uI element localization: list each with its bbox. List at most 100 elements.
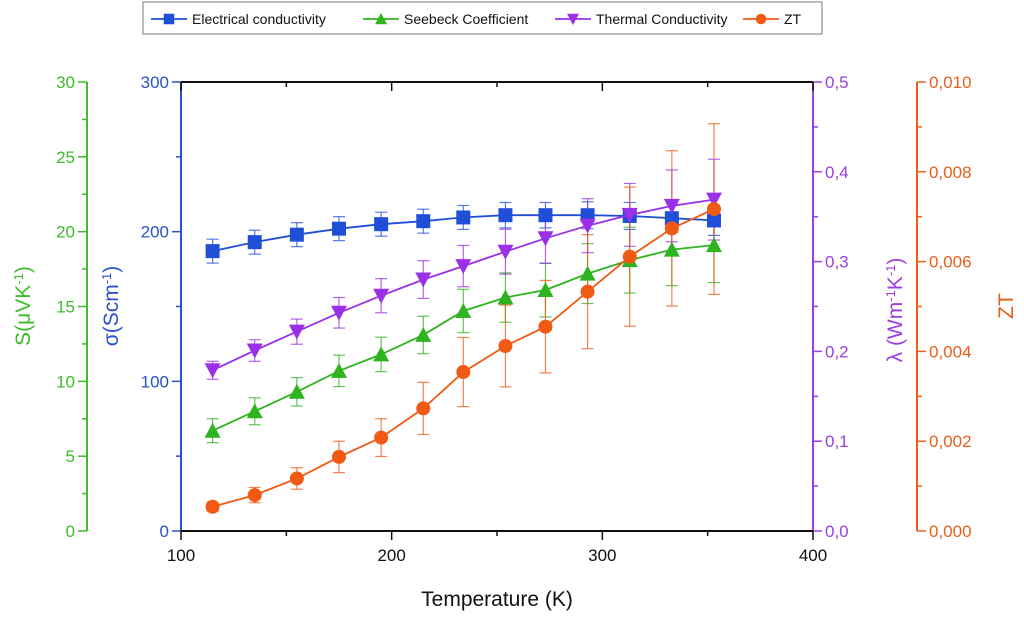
data-point-zt [205,499,220,514]
data-point-thermal-conductivity [537,231,554,247]
zt-tick-label: 0,004 [929,342,972,361]
data-point-zt [498,339,513,354]
data-point-seebeck-coefficient [246,403,263,419]
legend: Electrical conductivity Seebeck Coefficie… [142,1,823,35]
legend-box [142,1,823,35]
errorbars-seebeck-coefficient [206,207,720,444]
legend-label: Electrical conductivity [192,11,326,27]
legend-label: ZT [784,11,802,27]
legend-marker-triangle-down-icon [567,13,579,25]
seebeck-tick-label: 0 [66,522,75,541]
data-point-electrical-conductivity [538,208,553,223]
data-point-thermal-conductivity [621,207,638,223]
seebeck-tick-label: 5 [66,447,75,466]
series-layer [204,123,722,514]
legend-label: Thermal Conductivity [596,11,728,27]
zt-tick-label: 0,000 [929,522,972,541]
lambda-tick-label: 0,1 [825,432,849,451]
sigma-axis: 0 100 200 300 [141,73,182,541]
data-point-zt [622,249,637,264]
lambda-axis: 0,0 0,1 0,2 0,3 0,4 0,5 [812,73,849,541]
legend-label: Seebeck Coefficient [404,11,528,27]
lambda-tick-label: 0,4 [825,163,849,182]
legend-item-electrical-conductivity: Electrical conductivity [151,11,326,27]
seebeck-tick-label: 25 [56,148,75,167]
series-zt [205,202,721,514]
data-point-thermal-conductivity [204,363,221,379]
data-point-zt [580,284,595,299]
sigma-tick-label: 300 [141,73,169,92]
data-point-seebeck-coefficient [705,237,722,253]
data-point-thermal-conductivity [497,244,514,260]
data-point-seebeck-coefficient [331,362,347,378]
data-point-electrical-conductivity [205,244,220,259]
x-axis-title: Temperature (K) [421,588,573,611]
data-point-thermal-conductivity [373,288,390,304]
data-point-seebeck-coefficient [288,383,305,399]
data-point-electrical-conductivity [289,227,304,242]
zt-tick-label: 0,002 [929,432,972,451]
sigma-tick-label: 200 [141,223,169,242]
data-point-electrical-conductivity [664,211,679,226]
zt-tick-label: 0,006 [929,253,972,272]
lambda-axis-title: λ (Wm-1K-1) [883,258,908,363]
data-point-electrical-conductivity [416,214,431,229]
data-point-seebeck-coefficient [204,422,221,438]
data-point-thermal-conductivity [455,259,472,275]
data-point-electrical-conductivity [498,208,513,223]
legend-marker-square-icon [163,13,175,25]
data-point-seebeck-coefficient [663,241,680,257]
data-point-electrical-conductivity [247,235,262,250]
data-point-thermal-conductivity [246,343,263,359]
x-tick-label: 200 [377,546,405,565]
seebeck-tick-label: 10 [56,372,75,391]
zt-tick-label: 0,008 [929,163,972,182]
data-point-zt [664,221,679,236]
legend-item-seebeck-coefficient: Seebeck Coefficient [363,11,528,27]
data-point-seebeck-coefficient [497,289,514,305]
data-point-thermal-conductivity [579,218,596,234]
x-tick-label: 400 [799,546,827,565]
data-point-seebeck-coefficient [373,346,390,362]
data-point-seebeck-coefficient [455,302,472,318]
data-point-seebeck-coefficient [579,265,596,281]
data-point-electrical-conductivity [374,217,389,232]
seebeck-tick-label: 15 [56,298,75,317]
data-point-zt [247,488,262,503]
data-point-electrical-conductivity [706,213,721,228]
legend-marker-circle-icon [755,13,767,25]
data-point-zt [706,202,721,217]
data-point-electrical-conductivity [332,221,346,236]
legend-marker-triangle-up-icon [375,13,387,25]
data-point-zt [332,449,346,464]
data-point-zt [289,471,304,486]
data-point-thermal-conductivity [705,192,722,208]
data-point-thermal-conductivity [663,198,680,214]
seebeck-axis-title: S(μVK-1) [11,266,36,346]
data-point-zt [416,401,431,416]
seebeck-axis: 0 5 10 15 20 25 30 [56,73,88,541]
data-point-thermal-conductivity [415,272,432,288]
data-point-seebeck-coefficient [537,282,554,298]
sigma-tick-label: 0 [160,522,169,541]
data-point-zt [456,365,471,380]
data-point-zt [374,430,389,445]
series-thermal-conductivity [204,192,722,379]
data-point-electrical-conductivity [456,210,471,225]
data-point-thermal-conductivity [331,305,347,321]
seebeck-tick-label: 20 [56,223,75,242]
seebeck-tick-label: 30 [56,73,75,92]
data-point-thermal-conductivity [288,324,305,340]
x-tick-label: 100 [167,546,195,565]
data-point-zt [538,319,553,334]
zt-axis-title: ZT [995,293,1018,319]
lambda-tick-label: 0,5 [825,73,849,92]
sigma-axis-title: σ(Scm-1) [99,266,124,347]
lambda-tick-label: 0,2 [825,342,849,361]
legend-item-zt: ZT [743,11,802,27]
lambda-tick-label: 0,0 [825,522,849,541]
x-axis: 100 200 300 400 [167,81,827,565]
legend-item-thermal-conductivity: Thermal Conductivity [555,11,728,27]
sigma-tick-label: 100 [141,372,169,391]
